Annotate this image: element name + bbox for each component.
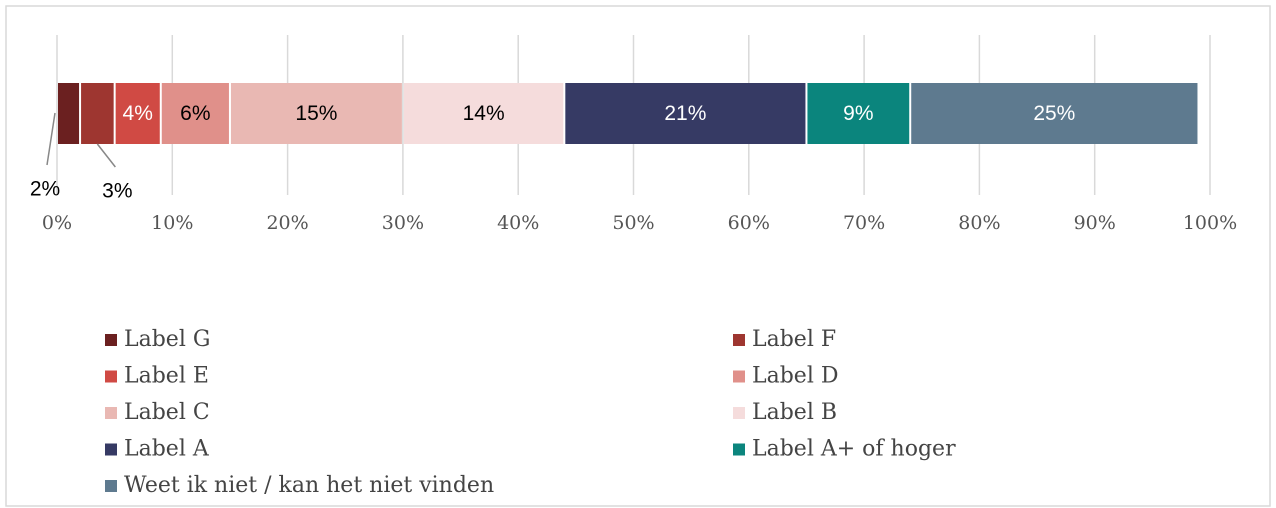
- legend-swatch: [733, 443, 745, 456]
- x-tick-label: 70%: [843, 212, 885, 234]
- data-label: 4%: [123, 102, 153, 125]
- bar-segment: [115, 83, 160, 144]
- legend-swatch: [105, 480, 117, 492]
- x-tick-label: 30%: [382, 212, 424, 234]
- legend-swatch: [105, 334, 117, 346]
- data-label: 25%: [1033, 102, 1075, 125]
- x-tick-label: 80%: [958, 212, 1000, 234]
- bar-segment: [807, 83, 910, 144]
- legend-swatch: [105, 407, 117, 419]
- legend-label: Label A: [124, 437, 210, 462]
- chart-frame: [5, 5, 1271, 507]
- bar-segment: [161, 83, 229, 144]
- x-tick-label: 100%: [1183, 212, 1237, 234]
- leader-line: [96, 143, 116, 168]
- legend-label: Weet ik niet / kan het niet vinden: [124, 473, 494, 498]
- data-label: 14%: [463, 102, 505, 125]
- legend-label: Label G: [124, 327, 210, 352]
- bar-segment: [58, 83, 80, 144]
- x-tick-label: 10%: [151, 212, 193, 234]
- legend-label: Label B: [752, 400, 837, 425]
- bar-segment: [81, 83, 114, 144]
- x-tick-label: 20%: [266, 212, 308, 234]
- legend-swatch: [105, 370, 117, 383]
- x-tick-label: 0%: [42, 212, 72, 234]
- leader-line: [46, 112, 56, 166]
- legend-label: Label A+ of hoger: [752, 437, 956, 462]
- data-label: 2%: [30, 178, 60, 201]
- bar-segment: [230, 83, 402, 144]
- legend-swatch: [105, 443, 117, 456]
- data-label: 6%: [180, 102, 210, 125]
- data-label: 21%: [664, 102, 706, 125]
- legend-label: Label D: [752, 364, 839, 389]
- x-tick-label: 90%: [1074, 212, 1116, 234]
- x-tick-label: 50%: [612, 212, 654, 234]
- bar-segment: [403, 83, 564, 144]
- legend-swatch: [733, 334, 745, 346]
- data-label: 3%: [102, 180, 132, 203]
- data-label: 15%: [295, 102, 337, 125]
- legend-label: Label E: [124, 364, 209, 389]
- x-tick-label: 40%: [497, 212, 539, 234]
- legend-label: Label F: [752, 327, 836, 352]
- legend-swatch: [733, 407, 745, 419]
- x-tick-label: 60%: [728, 212, 770, 234]
- bar-segment: [565, 83, 806, 144]
- data-label: 9%: [843, 102, 873, 125]
- legend-label: Label C: [124, 400, 210, 425]
- bar-segment: [911, 83, 1198, 144]
- legend-swatch: [733, 370, 745, 383]
